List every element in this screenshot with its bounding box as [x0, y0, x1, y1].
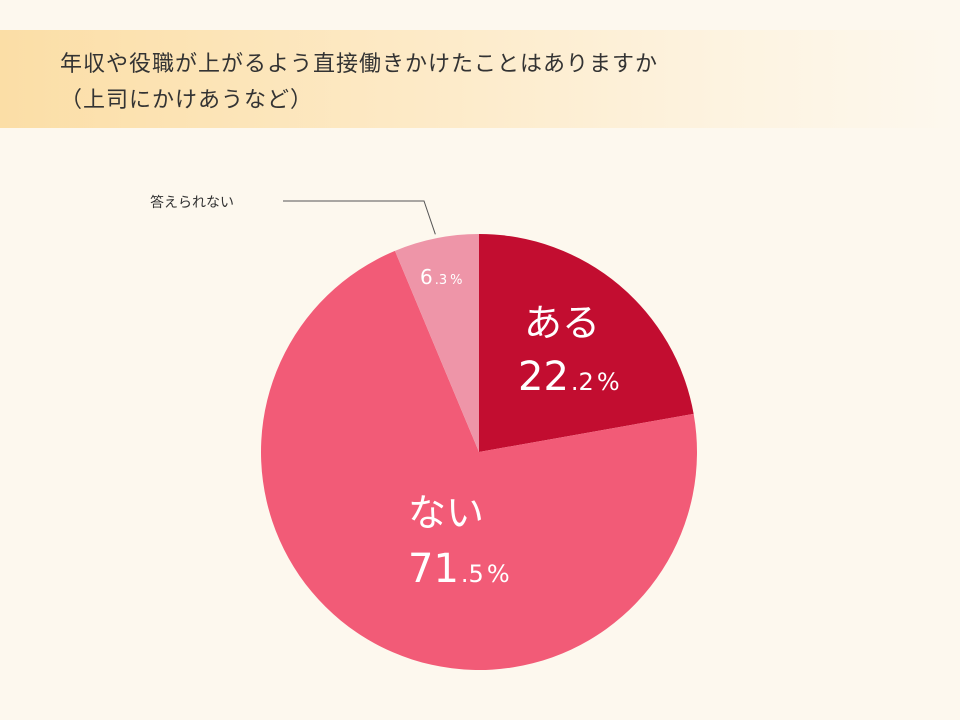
pie-slice-0: [479, 234, 694, 452]
slice-label-1: ない: [408, 491, 484, 535]
chart-title: 年収や役職が上がるよう直接働きかけたことはありますか: [60, 52, 659, 77]
chart-subtitle: （上司にかけあうなど）: [60, 88, 314, 113]
slice-label-outside-2: 答えられない: [150, 194, 234, 211]
slice-value-1: 71.5%: [408, 546, 510, 592]
title-band: [0, 30, 960, 128]
slice-value-0: 22.2%: [518, 354, 620, 400]
slice-label-0: ある: [524, 301, 600, 345]
pie-slice-1: [260, 250, 697, 670]
leader-line: [283, 200, 436, 235]
pie-slice-2: [394, 234, 479, 452]
slice-value-2: 6.3%: [420, 265, 463, 289]
